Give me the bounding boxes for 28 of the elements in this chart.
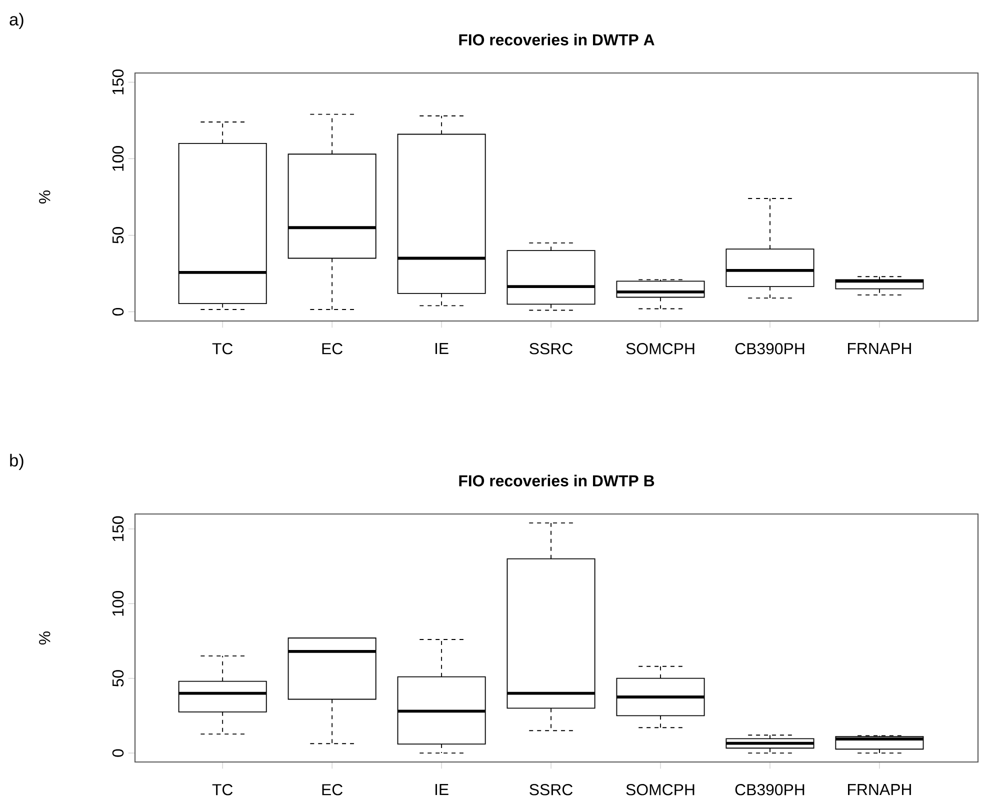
y-axis-title: % [39, 631, 50, 645]
y-tick-label: 0 [112, 749, 124, 757]
x-tick-label: FRNAPH [848, 343, 911, 354]
y-tick-label: 0 [112, 308, 124, 316]
y-tick-label: 150 [112, 70, 124, 94]
chart-title: FIO recoveries in DWTP A [459, 34, 654, 46]
x-tick-label: SOMCPH [626, 343, 694, 354]
x-tick-label: IE [435, 343, 448, 354]
text: a) [10, 12, 24, 29]
x-tick-label: TC [212, 784, 233, 796]
y-tick-label: 100 [112, 146, 124, 171]
x-tick-label: FRNAPH [848, 784, 911, 795]
x-tick-label: EC [322, 784, 343, 796]
x-tick-label: SSRC [530, 343, 573, 354]
y-tick-label: 150 [112, 516, 124, 542]
y-tick-label: 50 [112, 670, 124, 687]
x-tick-label: CB390PH [735, 784, 804, 796]
y-tick-label: 50 [112, 227, 124, 244]
x-tick-label: EC [322, 343, 343, 354]
x-tick-label: SSRC [530, 784, 573, 796]
y-axis-title: % [39, 190, 50, 204]
y-tick-label: 100 [112, 590, 124, 616]
x-tick-label: CB390PH [735, 343, 804, 354]
x-tick-label: SOMCPH [626, 784, 694, 796]
chart-title: FIO recoveries in DWTP B [459, 474, 654, 486]
text: b) [10, 454, 24, 470]
x-tick-label: IE [435, 784, 448, 795]
x-tick-label: TC [212, 343, 233, 354]
